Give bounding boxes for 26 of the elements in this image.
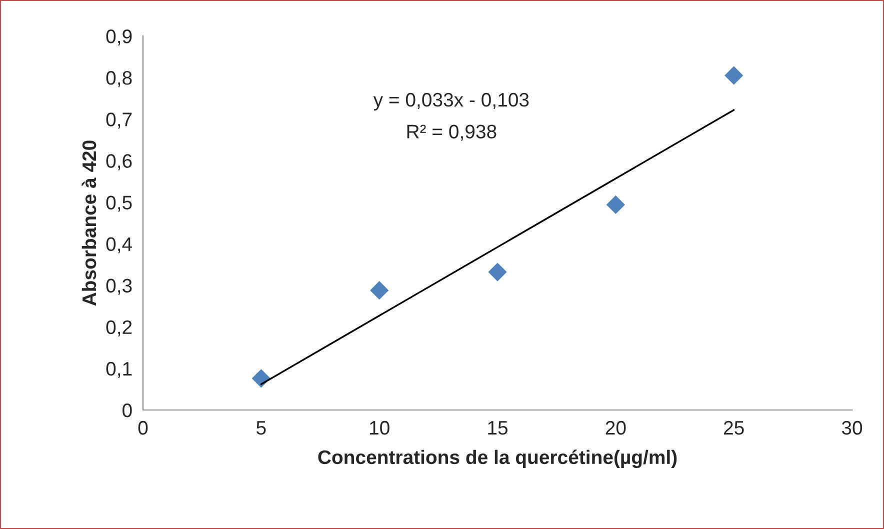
annotation: R² = 0,938 [407,124,496,141]
x-tick-label: 0 [138,420,148,435]
x-tick-label: 15 [488,421,508,435]
x-axis-title: Concentrations de la quercétine(µg/ml) [318,450,677,468]
x-tick-label: 5 [256,421,266,435]
y-tick-label: 0,1 [106,362,132,378]
y-tick-label: 0,6 [106,154,132,170]
y-tick-label: 0,4 [106,237,132,254]
x-tick-label: 10 [370,420,390,435]
point [488,262,507,282]
y-tick-label: 0,2 [106,320,132,336]
point [252,369,270,388]
y-axis-title: Absorbance à 420 [82,140,96,306]
y-tick-label: 0,5 [106,196,132,212]
y-tick-label: 0,3 [106,278,132,295]
point [606,195,625,214]
y-tick-label: 0,8 [106,71,132,88]
y-tick-label: 0,9 [106,29,132,46]
x-tick-label: 30 [842,420,862,435]
point [724,66,744,85]
x-tick-label: 25 [724,420,744,435]
annotation: y = 0,033x - 0,103 [373,92,529,111]
y-tick-label: 0,7 [106,112,132,129]
point [370,281,389,300]
x-tick-label: 20 [606,420,626,435]
y-tick-label: 0 [122,403,132,418]
